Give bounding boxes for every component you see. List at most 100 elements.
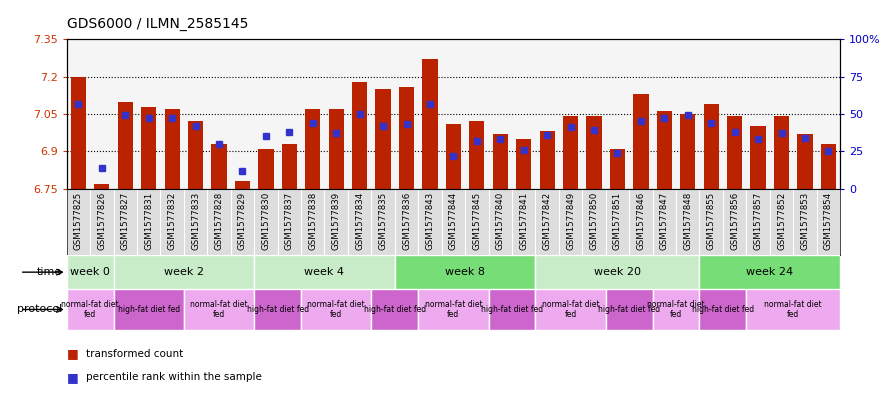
Text: GSM1577841: GSM1577841 [519, 192, 528, 250]
Bar [71, 77, 86, 189]
Text: GSM1577856: GSM1577856 [730, 192, 739, 250]
Text: GSM1577825: GSM1577825 [74, 192, 83, 250]
Bar [633, 94, 648, 189]
Text: GSM1577833: GSM1577833 [191, 192, 200, 250]
Text: normal-fat diet
fed: normal-fat diet fed [425, 300, 482, 319]
Text: GSM1577848: GSM1577848 [684, 192, 693, 250]
Bar [94, 184, 109, 189]
Text: GSM1577840: GSM1577840 [496, 192, 505, 250]
Text: week 0: week 0 [70, 267, 110, 277]
Text: GSM1577854: GSM1577854 [824, 192, 833, 250]
Text: normal-fat diet
fed: normal-fat diet fed [765, 300, 822, 319]
Bar [282, 144, 297, 189]
Text: GSM1577832: GSM1577832 [168, 192, 177, 250]
Text: time: time [37, 267, 62, 277]
Bar [418, 289, 489, 330]
Text: GSM1577842: GSM1577842 [542, 192, 552, 250]
Text: GDS6000 / ILMN_2585145: GDS6000 / ILMN_2585145 [67, 17, 248, 31]
Bar [517, 139, 532, 189]
Bar [680, 114, 695, 189]
Bar [67, 289, 114, 330]
Text: week 2: week 2 [164, 267, 204, 277]
Bar [610, 149, 625, 189]
Text: GSM1577844: GSM1577844 [449, 192, 458, 250]
Text: high-fat diet fed: high-fat diet fed [481, 305, 543, 314]
Text: GSM1577830: GSM1577830 [261, 192, 270, 250]
Text: ■: ■ [67, 371, 78, 384]
Text: ■: ■ [67, 347, 78, 360]
Bar [212, 144, 227, 189]
Bar [535, 289, 605, 330]
Text: GSM1577845: GSM1577845 [472, 192, 481, 250]
Text: week 24: week 24 [746, 267, 793, 277]
Bar [797, 134, 813, 189]
Bar [254, 289, 301, 330]
Text: GSM1577827: GSM1577827 [121, 192, 130, 250]
Text: normal-fat diet
fed: normal-fat diet fed [190, 300, 248, 319]
Text: GSM1577847: GSM1577847 [660, 192, 669, 250]
Bar [114, 255, 254, 289]
Text: GSM1577834: GSM1577834 [355, 192, 364, 250]
Bar [141, 107, 156, 189]
Bar [329, 109, 344, 189]
Text: high-fat diet fed: high-fat diet fed [117, 305, 180, 314]
Bar [700, 289, 747, 330]
Text: protocol: protocol [17, 305, 62, 314]
Bar [445, 124, 461, 189]
Bar [422, 59, 437, 189]
Bar [352, 82, 367, 189]
Text: GSM1577829: GSM1577829 [238, 192, 247, 250]
Bar [750, 127, 765, 189]
Text: normal-fat diet
fed: normal-fat diet fed [61, 300, 119, 319]
Text: high-fat diet fed: high-fat diet fed [692, 305, 754, 314]
Text: GSM1577850: GSM1577850 [589, 192, 598, 250]
Text: GSM1577826: GSM1577826 [97, 192, 107, 250]
Text: GSM1577837: GSM1577837 [284, 192, 294, 250]
Text: week 4: week 4 [305, 267, 344, 277]
Text: GSM1577838: GSM1577838 [308, 192, 317, 250]
Text: normal-fat diet
fed: normal-fat diet fed [308, 300, 365, 319]
Text: normal-fat diet
fed: normal-fat diet fed [541, 300, 599, 319]
Bar [372, 289, 418, 330]
Text: GSM1577849: GSM1577849 [566, 192, 575, 250]
Bar [774, 116, 789, 189]
Bar [117, 101, 132, 189]
Text: GSM1577831: GSM1577831 [144, 192, 153, 250]
Text: percentile rank within the sample: percentile rank within the sample [86, 372, 262, 382]
Bar [700, 255, 840, 289]
Text: GSM1577857: GSM1577857 [754, 192, 763, 250]
Bar [399, 86, 414, 189]
Bar [727, 116, 742, 189]
Text: normal-fat diet
fed: normal-fat diet fed [647, 300, 705, 319]
Bar [540, 131, 555, 189]
Bar [164, 109, 180, 189]
Bar [605, 289, 653, 330]
Text: GSM1577855: GSM1577855 [707, 192, 716, 250]
Bar [235, 181, 250, 189]
Text: GSM1577839: GSM1577839 [332, 192, 340, 250]
Bar [653, 289, 700, 330]
Text: week 20: week 20 [594, 267, 641, 277]
Text: GSM1577853: GSM1577853 [800, 192, 810, 250]
Bar [259, 149, 274, 189]
Text: high-fat diet fed: high-fat diet fed [246, 305, 308, 314]
Text: GSM1577828: GSM1577828 [214, 192, 223, 250]
Bar [587, 116, 602, 189]
Bar [469, 121, 485, 189]
Bar [821, 144, 836, 189]
Text: GSM1577836: GSM1577836 [402, 192, 411, 250]
Bar [535, 255, 700, 289]
Bar [67, 255, 114, 289]
Text: GSM1577852: GSM1577852 [777, 192, 786, 250]
Bar [563, 116, 578, 189]
Bar [703, 104, 719, 189]
Bar [395, 255, 535, 289]
Bar [375, 89, 390, 189]
Text: GSM1577843: GSM1577843 [426, 192, 435, 250]
Bar [305, 109, 320, 189]
Bar [657, 112, 672, 189]
Bar [188, 121, 204, 189]
Text: transformed count: transformed count [86, 349, 183, 359]
Text: GSM1577851: GSM1577851 [613, 192, 622, 250]
Text: high-fat diet fed: high-fat diet fed [598, 305, 661, 314]
